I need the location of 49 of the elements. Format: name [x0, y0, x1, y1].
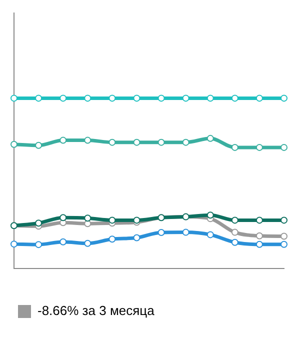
- point: [60, 94, 67, 102]
- point: [108, 94, 116, 102]
- point: [280, 216, 288, 224]
- point: [84, 240, 92, 247]
- legend-label: -8.66% за 3 месяца: [38, 303, 156, 318]
- point: [84, 220, 92, 228]
- point: [256, 144, 263, 151]
- point: [158, 94, 165, 102]
- point: [206, 231, 214, 238]
- point: [231, 216, 238, 224]
- point: [158, 228, 165, 236]
- point: [231, 238, 238, 246]
- point: [182, 94, 190, 102]
- point: [280, 94, 288, 102]
- point: [133, 234, 140, 242]
- point: [206, 212, 214, 219]
- point: [108, 236, 116, 243]
- point: [10, 240, 18, 248]
- point: [35, 142, 42, 149]
- point: [280, 232, 288, 240]
- point: [60, 238, 67, 246]
- point: [182, 228, 190, 236]
- point: [35, 241, 42, 248]
- point: [280, 240, 288, 248]
- point: [35, 220, 42, 227]
- point: [60, 214, 67, 222]
- point: [206, 94, 214, 102]
- point: [206, 134, 214, 142]
- point: [84, 136, 92, 144]
- point: [84, 214, 92, 222]
- point: [256, 216, 263, 224]
- point: [10, 94, 18, 102]
- point: [182, 138, 190, 146]
- point: [256, 240, 263, 248]
- point: [231, 228, 238, 236]
- point: [108, 216, 116, 224]
- point: [133, 94, 140, 102]
- point: [231, 94, 238, 102]
- point: [280, 144, 288, 151]
- point: [35, 94, 42, 102]
- point: [256, 94, 263, 102]
- point: [60, 136, 67, 144]
- point: [256, 232, 263, 240]
- point: [108, 138, 116, 146]
- point: [231, 144, 238, 151]
- point: [133, 138, 140, 146]
- point: [84, 94, 92, 102]
- point: [10, 140, 18, 148]
- point: [158, 138, 165, 146]
